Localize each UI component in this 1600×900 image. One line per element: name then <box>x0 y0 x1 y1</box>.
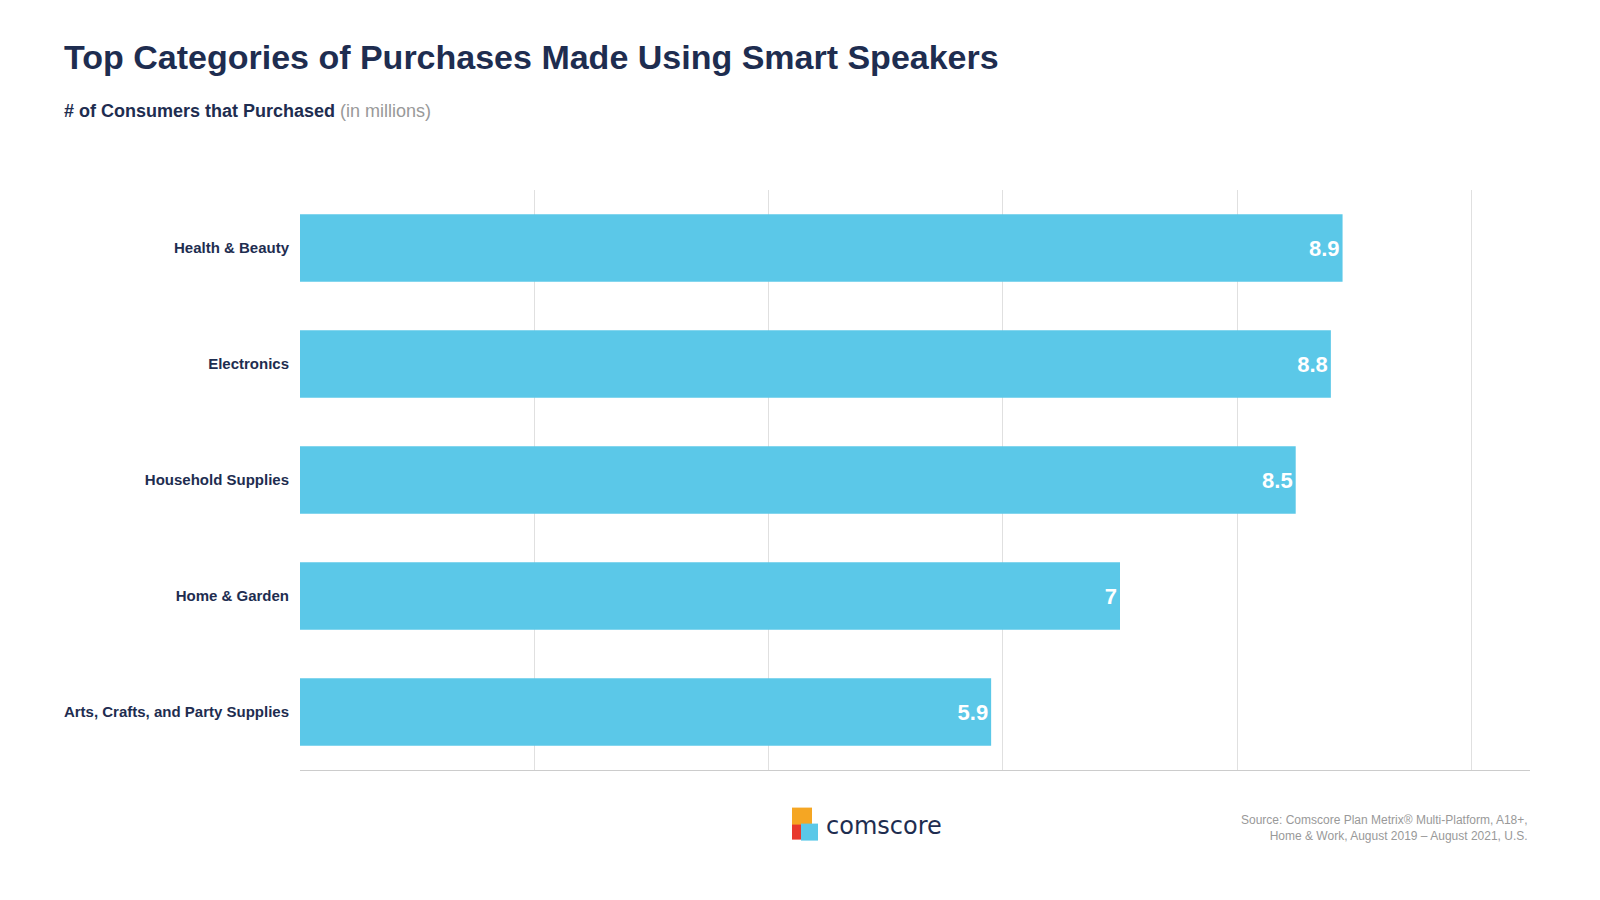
svg-text:5.9: 5.9 <box>958 700 989 725</box>
svg-text:Top Categories of Purchases Ma: Top Categories of Purchases Made Using S… <box>64 38 999 76</box>
svg-text:Electronics: Electronics <box>208 355 289 372</box>
svg-text:Source: Comscore Plan Metrix®: Source: Comscore Plan Metrix® Multi-Plat… <box>1241 813 1528 843</box>
svg-text:# of Consumers that Purchased: # of Consumers that Purchased (in millio… <box>64 101 431 121</box>
svg-text:Arts, Crafts, and Party Suppli: Arts, Crafts, and Party Supplies <box>64 703 289 720</box>
svg-text:Health & Beauty: Health & Beauty <box>174 239 290 256</box>
svg-text:7: 7 <box>1105 584 1117 609</box>
svg-text:Household Supplies: Household Supplies <box>145 471 289 488</box>
svg-text:8.8: 8.8 <box>1297 352 1328 377</box>
svg-text:8.9: 8.9 <box>1309 236 1340 261</box>
svg-text:Home & Garden: Home & Garden <box>176 587 289 604</box>
svg-text:comscore: comscore <box>826 812 942 840</box>
svg-text:8.5: 8.5 <box>1262 468 1293 493</box>
